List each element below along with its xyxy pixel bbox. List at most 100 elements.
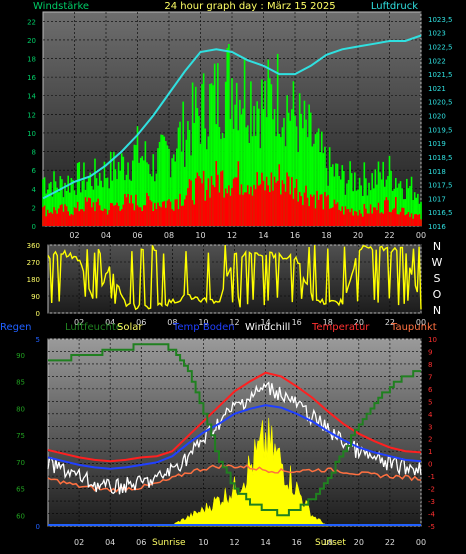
temperature-ticks: -5 -4 -3 -2 -1 0 1 2 3 4 5 6 7 8 9 10: [428, 336, 437, 531]
temperature-tick-label: 4: [428, 411, 433, 419]
pressure-tick-label: 1018,5: [428, 154, 453, 162]
wind-x-tick-label: 22: [384, 231, 394, 240]
temperature-x-tick-label: 04: [105, 538, 115, 547]
wind-x-tick-label: 04: [101, 231, 111, 240]
pressure-tick-label: 1022: [428, 57, 446, 65]
wind-x-tick-label: 02: [69, 231, 79, 240]
pressure-line: [42, 34, 422, 200]
temperature-tick-label: 6: [428, 386, 433, 394]
temperature-x-tick-label: 06: [136, 538, 146, 547]
wind-tick-label: 2: [32, 204, 36, 212]
temperature-tick-label: -2: [428, 486, 435, 494]
sunrise-label: Sunrise: [152, 538, 186, 548]
direction-x-ticks: 02 04 06 08 10 12 14 16 18 20 22 00: [74, 318, 426, 327]
direction-x-tick-label: 00: [416, 318, 426, 327]
temperature-tick-label: -5: [428, 523, 435, 531]
temperature-tick-label: 10: [428, 336, 437, 344]
compass-letter: W: [432, 256, 443, 269]
temperature-tick-label: -3: [428, 498, 435, 506]
humidity-tick-label: 75: [16, 432, 25, 440]
wind-x-ticks: 02 04 06 08 10 12 14 16 18 20 22 00: [69, 231, 426, 240]
wind-x-tick-label: 12: [227, 231, 237, 240]
pressure-tick-label: 1020,5: [428, 99, 453, 107]
wind-x-tick-label: 00: [416, 231, 426, 240]
temperature-x-tick-label: 12: [229, 538, 239, 547]
temperature-tick-label: 2: [428, 436, 432, 444]
wind-tick-label: 18: [27, 56, 36, 64]
humidity-tick-label: 90: [16, 352, 25, 360]
legend-solar: Solar: [117, 322, 143, 333]
legend-temperatur: Temperatur: [311, 322, 370, 333]
temperature-tick-label: -4: [428, 511, 436, 519]
temperature-series: [47, 343, 422, 527]
direction-ticks: 0 90 180 270 360: [27, 242, 40, 318]
humidity-tick-label: 70: [16, 459, 25, 467]
pressure-tick-label: 1023,5: [428, 16, 453, 24]
pressure-tick-label: 1021,5: [428, 71, 453, 79]
taupunkt-line: [47, 463, 422, 493]
temperature-x-tick-label: 10: [198, 538, 208, 547]
humidity-tick-label: 80: [16, 405, 25, 413]
wind-tick-label: 4: [32, 186, 37, 194]
wind-x-tick-label: 14: [258, 231, 268, 240]
pressure-tick-label: 1016: [428, 223, 446, 231]
wind-tick-label: 0: [32, 223, 36, 231]
direction-x-tick-label: 12: [229, 318, 239, 327]
direction-x-tick-label: 02: [74, 318, 84, 327]
direction-x-tick-label: 10: [198, 318, 208, 327]
wind-axis-label: Windstärke: [33, 1, 89, 12]
direction-x-tick-label: 04: [105, 318, 115, 327]
legend-taupunkt: Taupunkt: [390, 322, 437, 333]
pressure-tick-label: 1021: [428, 85, 446, 93]
temperature-tick-label: 1: [428, 448, 432, 456]
legend-luftfeuchte: Luftfeuchte: [65, 322, 122, 333]
regen-ticks: 05: [36, 336, 40, 531]
direction-x-tick-label: 16: [292, 318, 302, 327]
direction-tick-label: 270: [27, 259, 40, 267]
wind-x-tick-label: 20: [353, 231, 363, 240]
regen-tick-label: 0: [36, 523, 40, 531]
pressure-tick-label: 1019,5: [428, 126, 453, 134]
compass-letter: N: [433, 240, 441, 253]
humidity-tick-label: 85: [16, 379, 25, 387]
temperature-x-tick-label: 14: [260, 538, 270, 547]
legend-regen: Regen: [0, 322, 32, 333]
temperature-x-tick-label: 22: [385, 538, 395, 547]
temp-boden-line: [47, 404, 422, 470]
temperature-tick-label: 5: [428, 398, 432, 406]
pressure-tick-label: 1022,5: [428, 44, 453, 52]
pressure-tick-label: 1019: [428, 140, 446, 148]
wind-ticks: 0 2 4 6 8 10 12 14 16 18 20 22: [27, 18, 36, 231]
pressure-tick-label: 1023: [428, 30, 446, 38]
legend-windchill: Windchill: [245, 322, 290, 333]
wind-x-tick-label: 06: [132, 231, 142, 240]
temperatur-line: [47, 371, 422, 463]
compass-letter: N: [433, 304, 441, 317]
direction-tick-label: 90: [31, 293, 40, 301]
temperature-x-tick-label: 02: [74, 538, 84, 547]
sunset-label: Sunset: [315, 538, 346, 548]
pressure-axis-label: Luftdruck: [371, 1, 418, 12]
direction-x-tick-label: 14: [260, 318, 270, 327]
wind-x-tick-label: 18: [321, 231, 331, 240]
wind-x-tick-label: 16: [290, 231, 300, 240]
humidity-tick-label: 65: [16, 486, 25, 494]
wind-tick-label: 12: [27, 111, 36, 119]
chart-title: 24 hour graph day : März 15 2025: [164, 1, 335, 12]
temperature-x-tick-label: 00: [416, 538, 426, 547]
direction-x-tick-label: 08: [167, 318, 177, 327]
humidity-tick-label: 60: [16, 512, 25, 520]
direction-series: [47, 244, 422, 311]
temperature-x-tick-label: 18: [323, 538, 333, 547]
wind-series: [42, 34, 422, 226]
wind-tick-label: 20: [27, 37, 36, 45]
legend-temp-boden: Temp Boden: [172, 322, 235, 333]
direction-x-tick-label: 22: [385, 318, 395, 327]
temperature-tick-label: 9: [428, 348, 432, 356]
temperature-tick-label: 7: [428, 373, 432, 381]
wind-tick-label: 8: [32, 149, 36, 157]
direction-x-tick-label: 06: [136, 318, 146, 327]
wind-tick-label: 10: [27, 130, 36, 138]
